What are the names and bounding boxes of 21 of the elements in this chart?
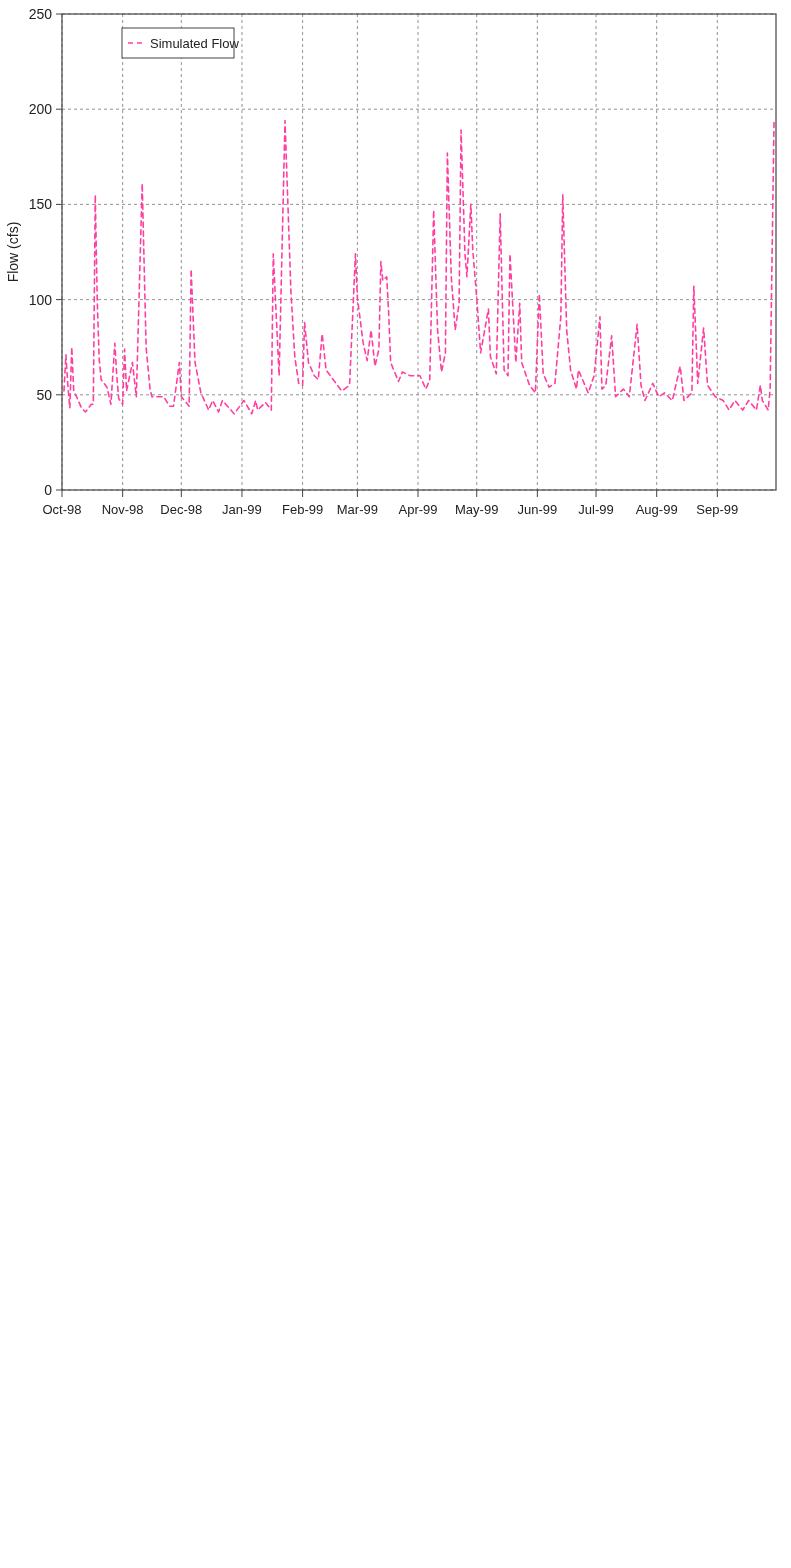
x-tick-label: Feb-99 [282, 502, 324, 517]
y-tick-label: 200 [28, 101, 53, 118]
x-tick-label: Mar-99 [336, 502, 378, 517]
y-axis-title: Flow (cfs) [5, 221, 21, 283]
x-tick-label: Oct-98 [42, 502, 82, 517]
x-tick-label: Nov-98 [101, 502, 144, 517]
x-tick-label: Apr-99 [398, 502, 438, 517]
y-tick-label: 100 [28, 291, 53, 308]
y-tick-label: 50 [36, 386, 53, 403]
y-tick-label: 0 [44, 481, 53, 498]
x-tick-label: Dec-98 [160, 502, 203, 517]
x-tick-label: Jan-99 [222, 502, 262, 517]
line-series [63, 119, 775, 415]
x-tick-label: May-99 [455, 502, 499, 517]
x-tick-label: Sep-99 [696, 502, 739, 517]
y-tick-label: 150 [28, 196, 53, 213]
x-tick-label: Jun-99 [517, 502, 558, 517]
y-tick-label: 250 [28, 5, 53, 22]
x-tick-label: Jul-99 [578, 502, 614, 517]
x-tick-label: Aug-99 [635, 502, 678, 517]
legend-label: Simulated Flow [150, 35, 240, 51]
